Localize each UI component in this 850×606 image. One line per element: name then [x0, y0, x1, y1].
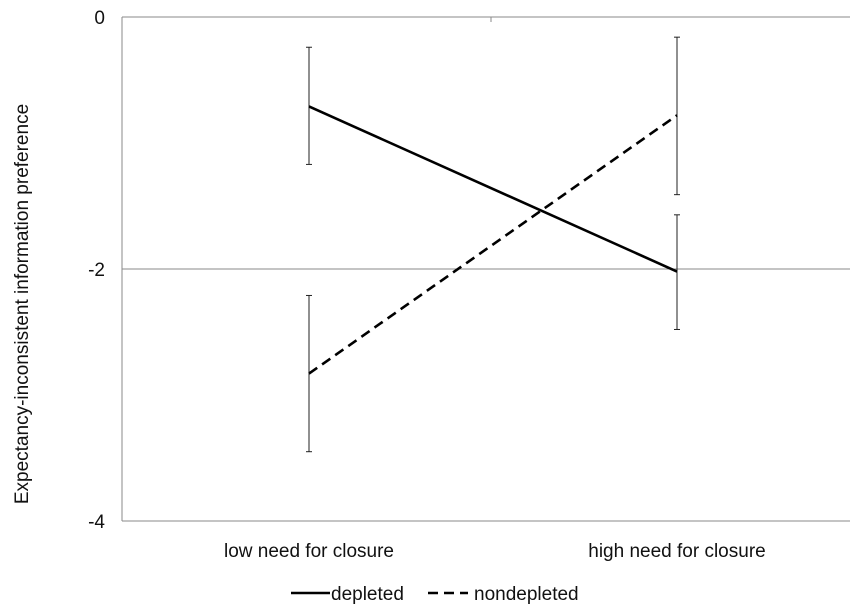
series-lines [308, 105, 678, 375]
series-line-depleted [308, 105, 678, 273]
y-tick-label: -4 [88, 512, 105, 533]
error-bar-depleted [306, 46, 312, 165]
y-axis-label: Expectancy-inconsistent information pref… [12, 104, 33, 504]
error-bar-nondepleted [306, 294, 312, 453]
error-bars [306, 36, 680, 453]
x-tick-label: high need for closure [588, 541, 765, 562]
y-tick-label: 0 [94, 8, 105, 29]
legend: depleted nondepleted [291, 584, 579, 605]
x-tick-labels: low need for closure high need for closur… [224, 541, 766, 562]
legend-label-nondepleted: nondepleted [474, 584, 579, 605]
legend-label-depleted: depleted [331, 584, 404, 605]
error-bar-depleted [674, 214, 680, 330]
series-line-nondepleted [308, 114, 678, 375]
axes [121, 16, 850, 522]
y-tick-labels: 0 -2 -4 [88, 8, 105, 533]
y-tick-label: -2 [88, 260, 105, 281]
x-tick-label: low need for closure [224, 541, 394, 562]
